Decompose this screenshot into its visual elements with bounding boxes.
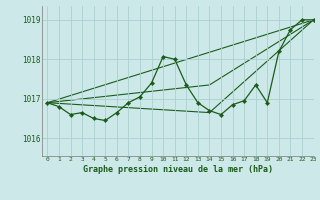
X-axis label: Graphe pression niveau de la mer (hPa): Graphe pression niveau de la mer (hPa) (83, 165, 273, 174)
